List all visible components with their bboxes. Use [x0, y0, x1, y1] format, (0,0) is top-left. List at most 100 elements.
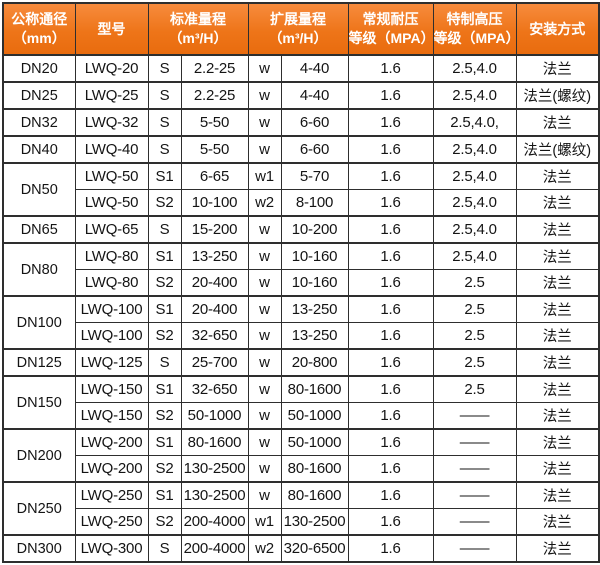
table-row: DN100 LWQ-100 S1 20-400 w 13-250 1.6 2.5 法兰: [2, 295, 600, 350]
col-header-installation-method: 安装方式: [515, 2, 600, 56]
cell-standard-code: S1: [147, 481, 182, 509]
cell-extended-code: w1: [247, 508, 282, 536]
cell-model: LWQ-200: [74, 455, 149, 483]
table-row: LWQ-250 S2 200-4000 w1 130-2500 1.6 —— 法兰: [3, 508, 600, 536]
cell-nominal-diameter: DN32: [2, 108, 76, 137]
cell-standard-code: S: [147, 54, 182, 83]
cell-extended-range: 6-60: [280, 108, 349, 137]
cell-standard-code: S: [147, 135, 182, 164]
cell-model: LWQ-32: [74, 108, 149, 137]
cell-installation: 法兰: [515, 534, 600, 563]
cell-standard-code: S: [147, 215, 182, 244]
cell-high-pressure: 2.5,4.0,: [432, 108, 517, 137]
cell-high-pressure: 2.5: [432, 375, 517, 403]
header-line: 扩展量程: [270, 11, 326, 28]
header-line: 等级（MPA）: [433, 30, 516, 46]
cell-standard-code: S2: [147, 508, 182, 536]
header-line: （m³/H）: [268, 30, 328, 46]
cell-standard-range: 15-200: [180, 215, 249, 244]
cell-standard-range: 200-4000: [180, 534, 249, 563]
table-row: DN25 LWQ-25 S 2.2-25 w 4-40 1.6 2.5,4.0 法兰(螺纹): [2, 81, 600, 110]
table-row: DN300 LWQ-300 S 200-4000 w2 320-6500 1.6 —— 法兰: [2, 534, 600, 563]
header-line: 公称通径: [11, 11, 68, 28]
cell-standard-range: 20-400: [180, 295, 249, 323]
cell-normal-pressure: 1.6: [347, 508, 434, 536]
cell-installation: 法兰: [515, 481, 600, 509]
cell-model: LWQ-40: [74, 135, 149, 164]
cell-extended-range: 320-6500: [280, 534, 349, 563]
cell-nominal-diameter: DN250: [2, 481, 76, 536]
cell-installation: 法兰: [515, 189, 600, 217]
cell-normal-pressure: 1.6: [347, 481, 434, 509]
table-row: LWQ-100 S2 32-650 w 13-250 1.6 2.5 法兰: [3, 322, 600, 350]
cell-extended-range: 6-60: [280, 135, 349, 164]
cell-nominal-diameter: DN125: [2, 348, 76, 377]
cell-nominal-diameter: DN100: [2, 295, 76, 350]
col-header-standard-range: 标准量程 （m³/H）: [147, 2, 249, 56]
cell-extended-code: w: [247, 135, 282, 164]
cell-model: LWQ-50: [74, 189, 149, 217]
cell-standard-code: S2: [147, 455, 182, 483]
cell-standard-code: S2: [147, 322, 182, 350]
cell-standard-code: S2: [147, 402, 182, 430]
cell-extended-range: 13-250: [280, 295, 349, 323]
cell-normal-pressure: 1.6: [347, 189, 434, 217]
cell-extended-range: 13-250: [280, 322, 349, 350]
cell-extended-code: w2: [247, 189, 282, 217]
cell-standard-code: S: [147, 81, 182, 110]
table-row: DN40 LWQ-40 S 5-50 w 6-60 1.6 2.5,4.0 法兰(螺纹): [2, 135, 600, 164]
header-line: 等级（MPA）: [348, 30, 433, 46]
cell-standard-range: 5-50: [180, 135, 249, 164]
cell-normal-pressure: 1.6: [347, 534, 434, 563]
header-line: 安装方式: [529, 20, 586, 37]
cell-high-pressure: 2.5,4.0: [432, 81, 517, 110]
cell-installation: 法兰: [515, 375, 600, 403]
cell-installation: 法兰: [515, 508, 600, 536]
cell-standard-range: 80-1600: [180, 428, 249, 456]
cell-installation: 法兰: [515, 54, 600, 83]
cell-extended-code: w: [247, 269, 282, 297]
cell-standard-range: 130-2500: [180, 481, 249, 509]
cell-normal-pressure: 1.6: [347, 108, 434, 137]
cell-normal-pressure: 1.6: [347, 242, 434, 270]
cell-extended-code: w: [247, 322, 282, 350]
cell-nominal-diameter: DN25: [2, 81, 76, 110]
header-line: （mm）: [12, 30, 66, 46]
table-row: DN32 LWQ-32 S 5-50 w 6-60 1.6 2.5,4.0, 法兰: [2, 108, 600, 137]
cell-nominal-diameter: DN20: [2, 54, 76, 83]
cell-model: LWQ-250: [74, 508, 149, 536]
cell-standard-range: 32-650: [180, 375, 249, 403]
cell-model: LWQ-50: [74, 162, 149, 190]
header-line: 特制高压: [446, 11, 503, 28]
header-row: 公称通径 （mm） 型号 标准量程 （m³/H） 扩展量程 （m³/H） 常规耐…: [2, 2, 600, 56]
cell-standard-code: S2: [147, 189, 182, 217]
cell-standard-range: 130-2500: [180, 455, 249, 483]
cell-normal-pressure: 1.6: [347, 81, 434, 110]
table-row: DN80 LWQ-80 S1 13-250 w 10-160 1.6 2.5,4.0 法兰: [2, 242, 600, 297]
cell-model: LWQ-150: [74, 402, 149, 430]
cell-high-pressure: 2.5,4.0: [432, 242, 517, 270]
cell-high-pressure: 2.5,4.0: [432, 162, 517, 190]
cell-installation: 法兰: [515, 322, 600, 350]
cell-high-pressure: ——: [432, 428, 517, 456]
cell-standard-range: 20-400: [180, 269, 249, 297]
cell-model: LWQ-150: [74, 375, 149, 403]
cell-model: LWQ-200: [74, 428, 149, 456]
cell-nominal-diameter: DN50: [2, 162, 76, 217]
cell-extended-code: w: [247, 375, 282, 403]
cell-high-pressure: ——: [432, 481, 517, 509]
cell-standard-code: S1: [147, 162, 182, 190]
cell-high-pressure: 2.5,4.0: [432, 54, 517, 83]
cell-high-pressure: 2.5: [432, 322, 517, 350]
cell-extended-range: 80-1600: [280, 455, 349, 483]
cell-normal-pressure: 1.6: [347, 402, 434, 430]
cell-extended-code: w: [247, 348, 282, 377]
cell-extended-range: 5-70: [280, 162, 349, 190]
cell-extended-range: 4-40: [280, 54, 349, 83]
cell-standard-code: S1: [147, 375, 182, 403]
col-header-extended-range: 扩展量程 （m³/H）: [247, 2, 349, 56]
cell-normal-pressure: 1.6: [347, 455, 434, 483]
cell-normal-pressure: 1.6: [347, 162, 434, 190]
